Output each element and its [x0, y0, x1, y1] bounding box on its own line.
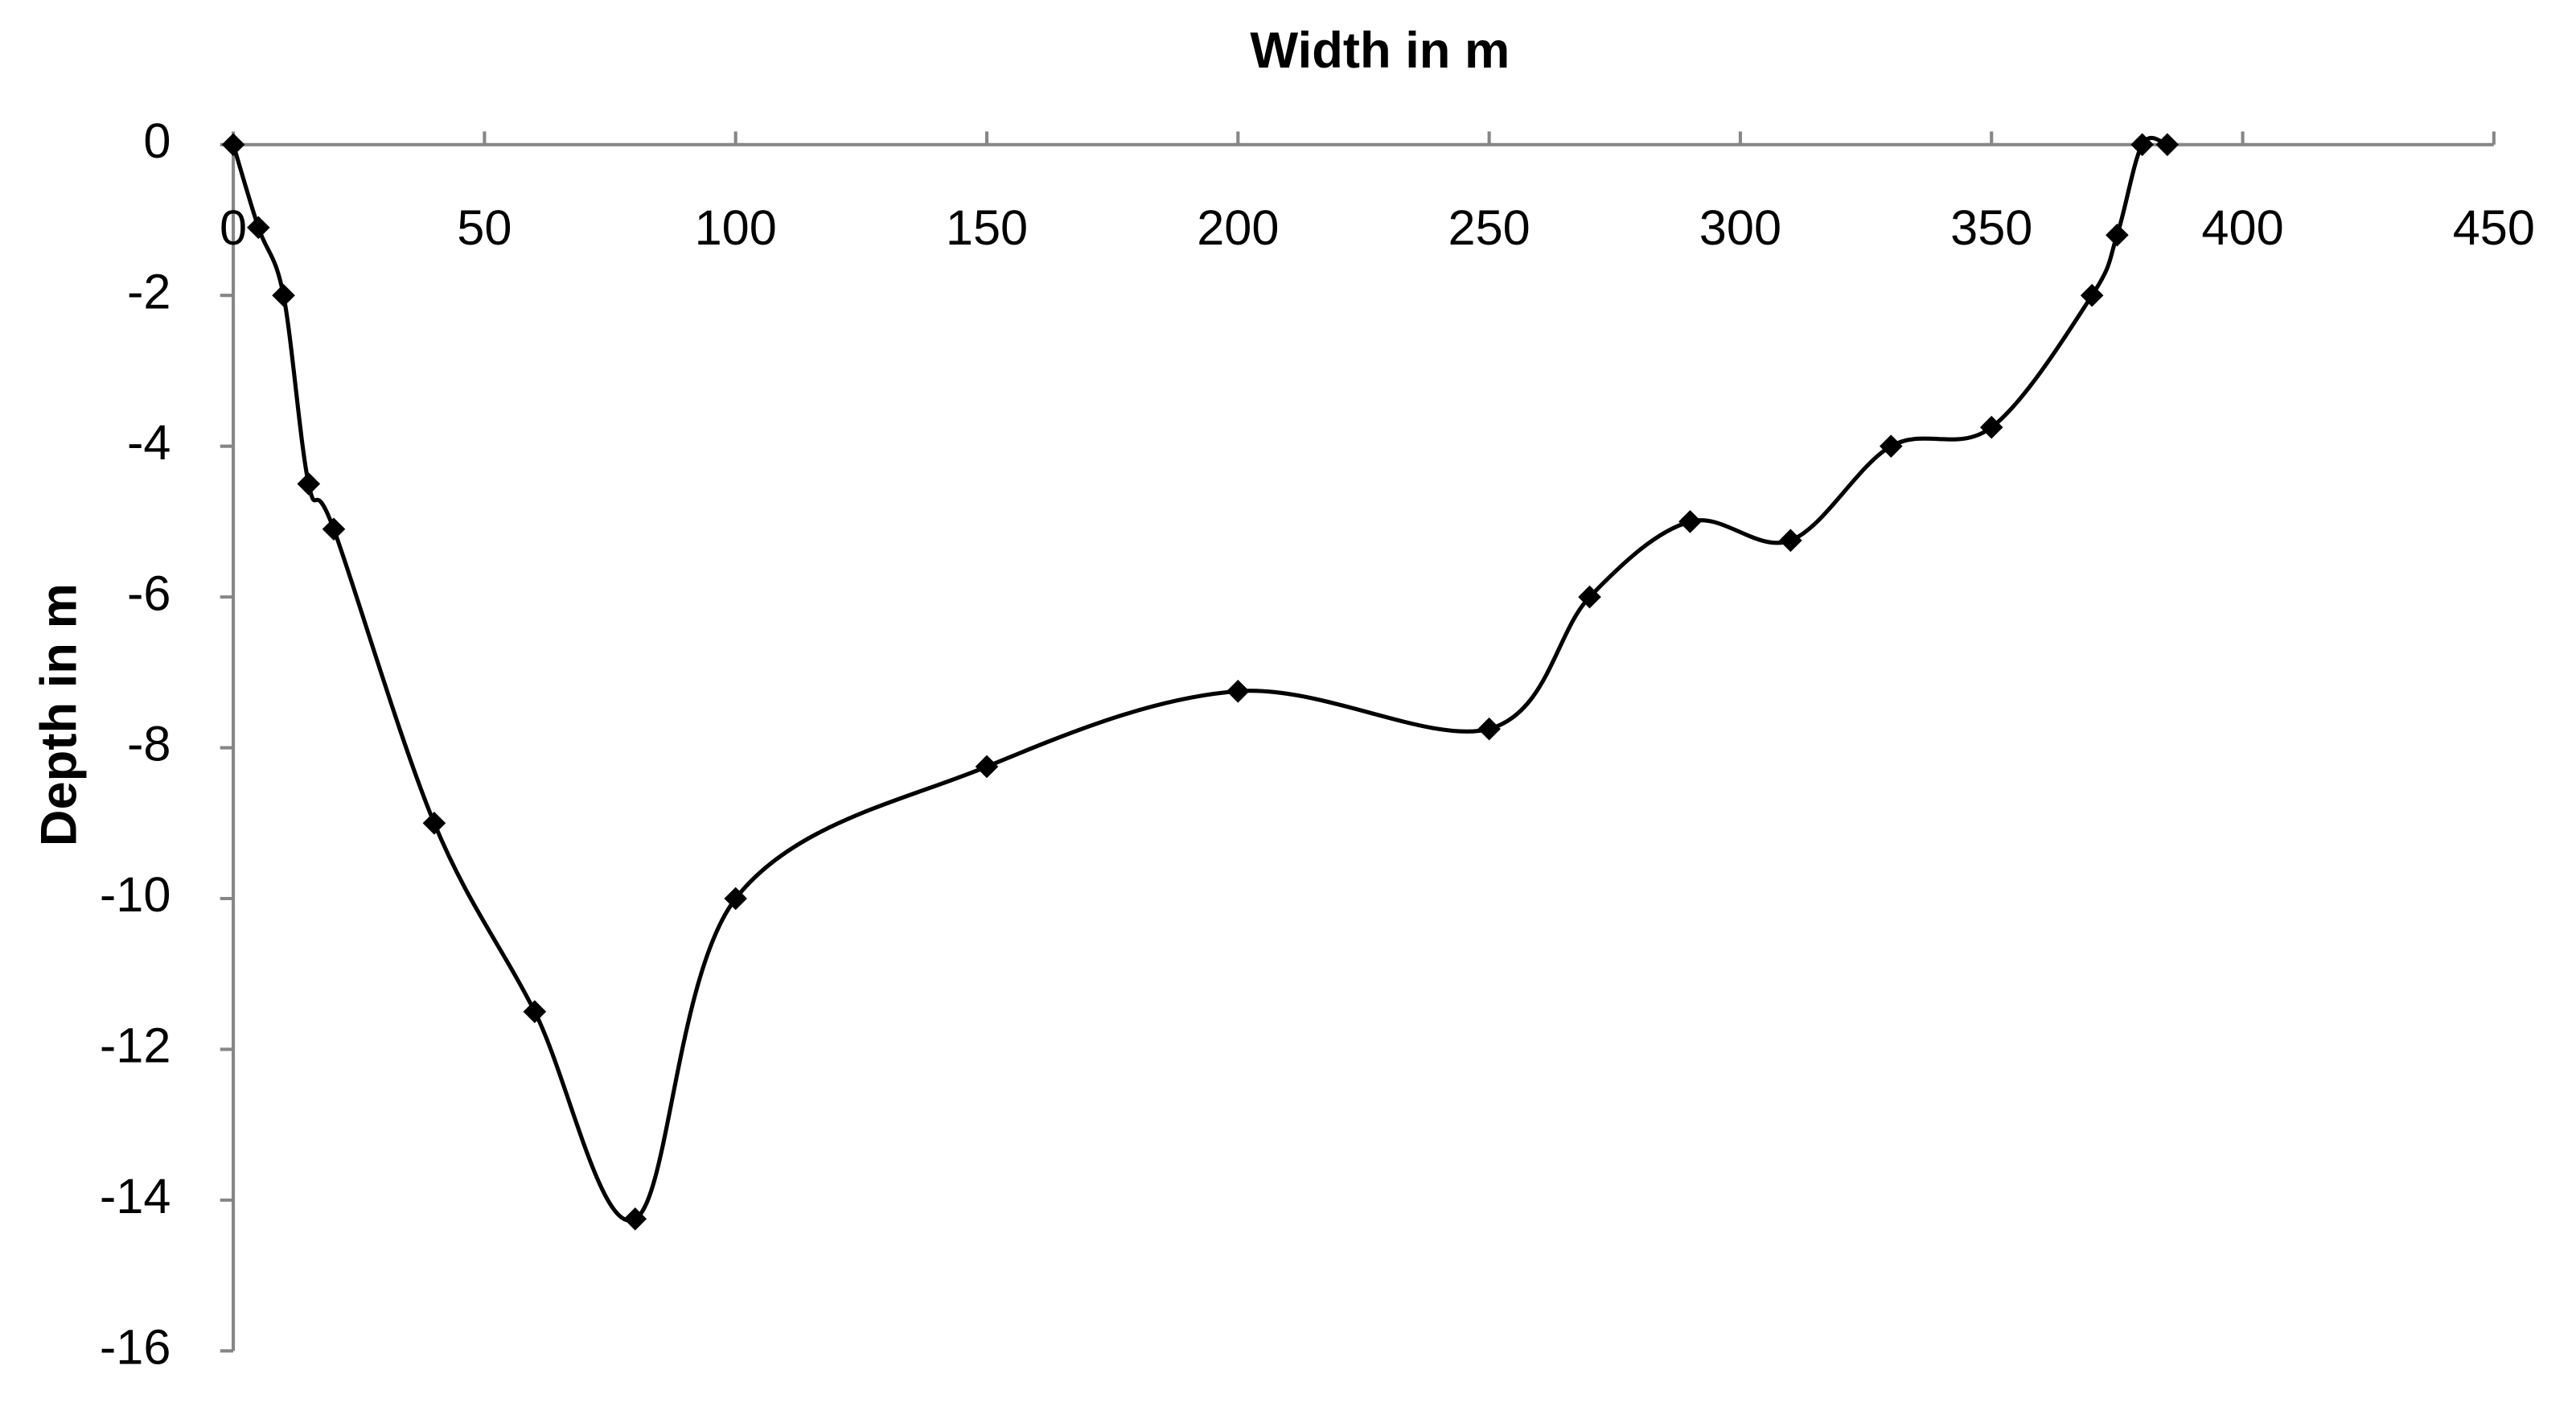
- x-tick-label: 450: [2453, 200, 2535, 255]
- x-tick-label: 350: [1950, 200, 2032, 255]
- y-tick-label: -8: [127, 717, 171, 771]
- data-point: [1979, 415, 2003, 439]
- data-point: [2080, 283, 2104, 307]
- y-tick-label: -10: [100, 867, 171, 922]
- data-point: [975, 755, 999, 779]
- data-point: [272, 283, 295, 307]
- data-point: [221, 133, 245, 157]
- x-tick-label: 0: [220, 200, 247, 255]
- x-axis-title: Width in m: [1250, 23, 1510, 79]
- y-tick-label: -12: [100, 1018, 171, 1073]
- y-tick-label: -16: [100, 1320, 171, 1375]
- data-point: [523, 1000, 547, 1023]
- data-point: [297, 472, 321, 496]
- series-line: [231, 135, 2168, 1223]
- x-tick-label: 250: [1448, 200, 1530, 255]
- y-axis-title: Depth in m: [31, 583, 87, 846]
- x-tick-label: 300: [1699, 200, 1781, 255]
- x-tick-label: 200: [1197, 200, 1279, 255]
- y-tick-label: -14: [100, 1169, 171, 1224]
- data-point: [322, 517, 346, 541]
- x-tick-label: 400: [2201, 200, 2283, 255]
- y-tick-label: -2: [127, 264, 171, 319]
- data-point: [2155, 133, 2180, 157]
- x-tick-label: 50: [457, 200, 512, 255]
- data-point: [1779, 529, 1802, 553]
- data-point: [1880, 434, 1903, 458]
- data-point: [1226, 679, 1250, 703]
- y-tick-label: -6: [127, 566, 171, 620]
- data-point: [1678, 510, 1702, 533]
- data-point: [246, 216, 270, 240]
- data-point: [1477, 717, 1501, 741]
- y-tick-label: -4: [127, 415, 171, 470]
- x-tick-label: 150: [946, 200, 1028, 255]
- data-point: [422, 811, 446, 835]
- y-tick-label: 0: [143, 113, 171, 168]
- data-point: [2106, 223, 2129, 247]
- x-tick-label: 100: [695, 200, 777, 255]
